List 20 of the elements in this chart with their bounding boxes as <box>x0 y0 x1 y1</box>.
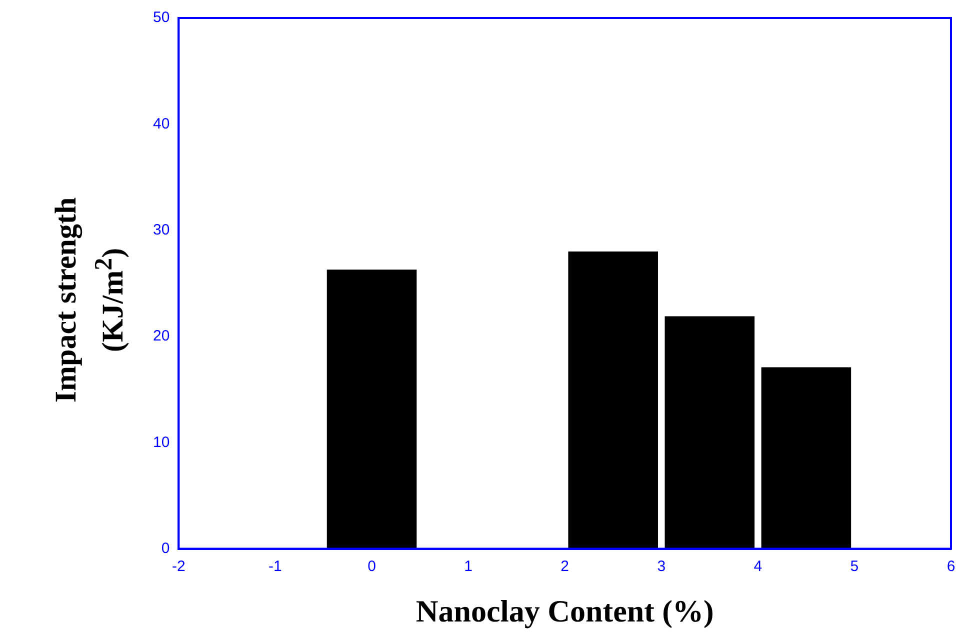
bar <box>568 252 658 549</box>
x-tick-label: 0 <box>368 558 376 575</box>
bar <box>761 367 852 549</box>
y-tick-label: 0 <box>161 540 170 557</box>
x-tick-label: 1 <box>464 558 472 575</box>
y-tick-label: 10 <box>152 434 170 451</box>
x-tick-label: 6 <box>946 558 956 575</box>
x-tick-label: 2 <box>560 558 570 575</box>
x-axis-title: Nanoclay Content (%) <box>416 593 714 628</box>
y-tick-label: 20 <box>152 328 170 345</box>
bar <box>326 270 417 549</box>
y-tick-label: 30 <box>152 221 170 238</box>
x-tick-label: -1 <box>268 558 282 575</box>
y-tick-label: 50 <box>152 9 170 26</box>
bar <box>664 316 755 549</box>
x-tick-label: 4 <box>754 558 762 575</box>
x-tick-label: 3 <box>657 558 666 575</box>
x-tick-label: 5 <box>850 558 859 575</box>
x-tick-label: -2 <box>172 558 186 575</box>
y-tick-label: 40 <box>152 115 170 132</box>
